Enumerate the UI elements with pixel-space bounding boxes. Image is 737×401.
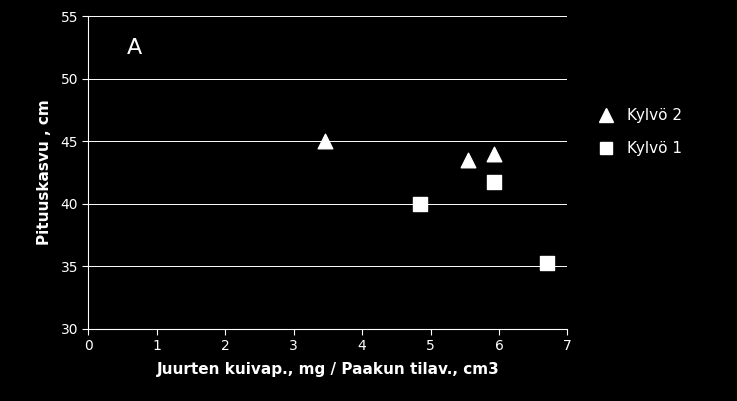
Kylvö 2 (462, 157, 474, 163)
Y-axis label: Pituuskasvu , cm: Pituuskasvu , cm (37, 99, 52, 245)
Kylvö 2 (318, 138, 330, 144)
Text: A: A (127, 38, 142, 58)
Kylvö 1 (541, 259, 553, 266)
Kylvö 1 (414, 200, 426, 207)
Legend: Kylvö 2, Kylvö 1: Kylvö 2, Kylvö 1 (584, 102, 688, 162)
Kylvö 1 (488, 179, 500, 186)
X-axis label: Juurten kuivap., mg / Paakun tilav., cm3: Juurten kuivap., mg / Paakun tilav., cm3 (156, 362, 500, 377)
Kylvö 2 (488, 150, 500, 157)
